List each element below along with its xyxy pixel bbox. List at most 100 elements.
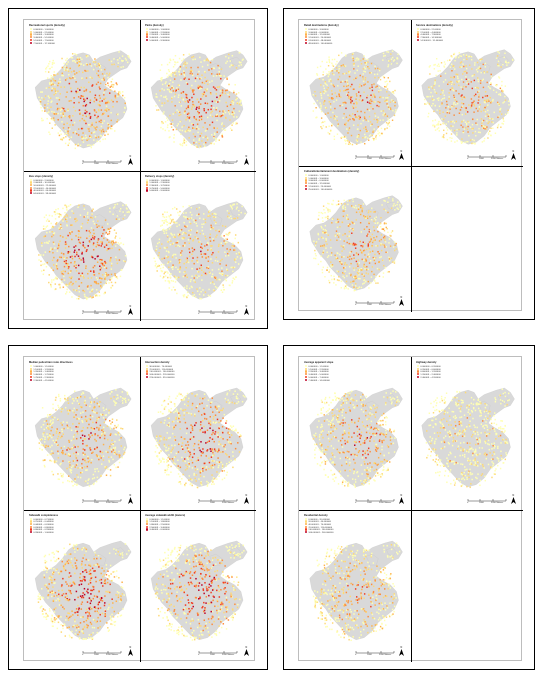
block-group-dot xyxy=(374,65,376,68)
block-group-dot xyxy=(207,267,210,269)
block-group-dot xyxy=(177,240,179,242)
block-group-dot xyxy=(86,144,89,147)
block-group-dot xyxy=(99,276,101,279)
block-group-dot xyxy=(112,443,114,446)
block-group-dot xyxy=(166,461,168,463)
block-group-dot xyxy=(110,125,113,127)
block-group-dot xyxy=(468,121,470,124)
legend-swatch xyxy=(146,33,149,36)
block-group-dot xyxy=(157,264,159,267)
block-group-dot xyxy=(324,113,327,115)
block-group-dot xyxy=(458,52,460,54)
block-group-dot xyxy=(223,110,225,112)
block-group-dot xyxy=(242,58,244,61)
block-group-dot xyxy=(200,98,202,100)
block-group-dot xyxy=(202,270,205,273)
block-group-dot xyxy=(360,204,362,207)
block-group-dot xyxy=(241,400,244,403)
block-group-dot xyxy=(73,102,75,104)
block-group-dot xyxy=(114,451,117,454)
block-group-dot xyxy=(66,256,68,259)
block-group-dot xyxy=(164,471,166,474)
block-group-dot xyxy=(109,259,111,262)
block-group-dot xyxy=(166,228,168,231)
block-group-dot xyxy=(209,92,212,94)
block-group-dot xyxy=(61,272,63,274)
block-group-dot xyxy=(355,282,357,285)
block-group-dot xyxy=(62,421,65,423)
block-group-dot xyxy=(228,432,231,434)
block-group-dot xyxy=(383,222,386,225)
block-group-dot xyxy=(429,95,431,98)
block-group-dot xyxy=(323,87,326,90)
block-group-dot xyxy=(89,99,92,101)
block-group-dot xyxy=(204,272,207,274)
block-group-dot xyxy=(92,131,95,134)
block-group-dot xyxy=(46,224,49,227)
block-group-dot xyxy=(206,88,209,90)
block-group-dot xyxy=(208,81,211,84)
block-group-dot xyxy=(328,73,331,75)
block-group-dot xyxy=(451,137,453,139)
block-group-dot xyxy=(50,266,53,269)
block-group-dot xyxy=(98,224,100,227)
block-group-dot xyxy=(367,273,370,275)
block-group-dot xyxy=(115,231,117,234)
block-group-dot xyxy=(194,469,197,471)
block-group-dot xyxy=(164,82,167,85)
block-group-dot xyxy=(313,257,315,260)
block-group-dot xyxy=(115,235,117,237)
block-group-dot xyxy=(174,444,176,447)
block-group-dot xyxy=(96,140,99,143)
block-group-dot xyxy=(487,137,489,139)
block-group-dot xyxy=(82,426,85,429)
block-group-dot xyxy=(213,463,216,466)
block-group-dot xyxy=(460,140,462,143)
block-group-dot xyxy=(92,243,95,245)
block-group-dot xyxy=(179,245,181,247)
block-group-dot xyxy=(497,116,499,119)
map-cell: Retail destinations (density) 0.000000 - … xyxy=(299,20,411,166)
block-group-dot xyxy=(84,399,86,402)
block-group-dot xyxy=(176,395,179,397)
block-group-dot xyxy=(324,276,326,278)
block-group-dot xyxy=(211,134,213,136)
block-group-dot xyxy=(118,248,121,250)
block-group-dot xyxy=(219,90,222,92)
block-group-dot xyxy=(386,51,388,53)
map-cell: Median pedestrian route directness 1.0000… xyxy=(24,357,140,510)
block-group-dot xyxy=(68,204,70,207)
block-group-dot xyxy=(470,98,473,100)
block-group-dot xyxy=(60,447,63,449)
block-group-dot xyxy=(347,256,349,259)
block-group-dot xyxy=(340,64,343,67)
block-group-dot xyxy=(47,111,50,113)
block-group-dot xyxy=(59,109,62,112)
block-group-dot xyxy=(504,52,506,55)
block-group-dot xyxy=(89,76,91,79)
block-group-dot xyxy=(192,218,195,221)
block-group-dot xyxy=(373,226,375,228)
north-arrow-icon xyxy=(399,299,404,306)
block-group-dot xyxy=(100,277,102,279)
block-group-dot xyxy=(118,450,120,453)
block-group-dot xyxy=(114,447,116,450)
block-group-dot xyxy=(224,92,227,95)
block-group-dot xyxy=(182,205,184,207)
block-group-dot xyxy=(171,85,173,88)
block-group-dot xyxy=(78,418,81,420)
block-group-dot xyxy=(108,628,110,631)
block-group-dot xyxy=(215,212,217,215)
block-group-dot xyxy=(492,98,494,101)
block-group-dot xyxy=(210,226,213,228)
block-group-dot xyxy=(446,59,449,62)
block-group-dot xyxy=(201,278,203,281)
block-group-dot xyxy=(42,273,45,275)
block-group-dot xyxy=(357,135,359,137)
block-group-dot xyxy=(183,418,185,420)
block-group-dot xyxy=(210,111,212,114)
block-group-dot xyxy=(363,265,365,267)
block-group-dot xyxy=(184,274,186,277)
block-group-dot xyxy=(344,55,347,57)
block-group-dot xyxy=(391,50,394,52)
